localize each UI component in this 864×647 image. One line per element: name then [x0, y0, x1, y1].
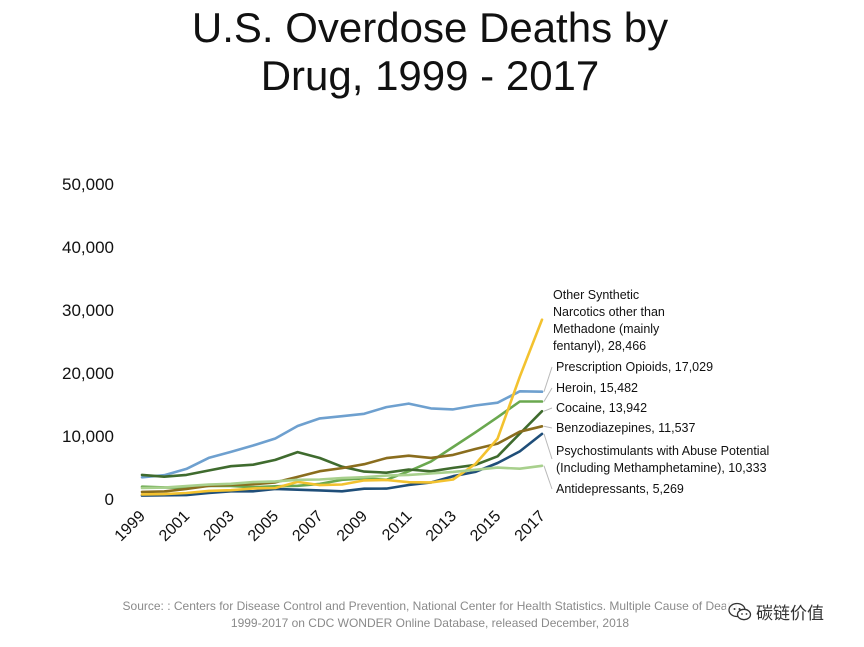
series-line [140, 432, 544, 497]
watermark: 碳链价值 [726, 599, 826, 624]
series-label: Prescription Opioids, 17,029 [556, 360, 713, 374]
chart-title-line-2: Drug, 1999 - 2017 [260, 52, 600, 99]
y-tick-label: 10,000 [62, 427, 114, 446]
label-connectors [543, 366, 553, 490]
y-axis: 0 10,000 20,000 30,000 40,000 50,000 [62, 175, 114, 509]
y-tick-label: 20,000 [62, 364, 114, 383]
y-tick-label: 0 [105, 490, 114, 509]
label-connector [543, 387, 553, 402]
series-label: Antidepressants, 5,269 [556, 482, 684, 496]
x-tick-label: 2015 [467, 508, 504, 545]
label-connector [543, 407, 553, 412]
source-line-1: Source: : Centers for Disease Control an… [122, 599, 738, 613]
x-tick-label: 2007 [289, 508, 326, 545]
x-tick-label: 2001 [156, 508, 193, 545]
chart-title: U.S. Overdose Deaths by Drug, 1999 - 201… [0, 4, 860, 100]
wechat-icon [728, 602, 752, 620]
series-line [140, 318, 544, 496]
y-tick-label: 30,000 [62, 301, 114, 320]
series-label: Other Synthetic Narcotics other than Metha… [553, 288, 665, 353]
y-tick-label: 40,000 [62, 238, 114, 257]
series-line [140, 400, 544, 490]
series-line [140, 389, 544, 479]
series-line [140, 424, 544, 494]
series-label: Heroin, 15,482 [556, 381, 638, 395]
series-line [140, 464, 544, 490]
y-tick-label: 50,000 [62, 175, 114, 194]
x-tick-label: 2003 [201, 508, 238, 545]
x-tick-label: 2013 [423, 508, 460, 545]
series-labels: Prescription Opioids, 17,029 Heroin, 15,4… [553, 288, 769, 496]
source-line-2: 1999-2017 on CDC WONDER Online Database,… [230, 616, 630, 630]
x-tick-label: 2005 [245, 508, 282, 545]
chart-title-line-1: U.S. Overdose Deaths by [191, 4, 669, 51]
x-axis: 1999 2001 2003 2005 2007 2009 2011 2013 2015 2017 [112, 508, 549, 545]
label-connector [543, 425, 553, 429]
label-connector [543, 465, 553, 490]
x-tick-label: 2011 [379, 508, 415, 544]
x-tick-label: 1999 [112, 508, 149, 545]
series-label: Benzodiazepines, 11,537 [556, 421, 696, 435]
x-tick-label: 2017 [512, 508, 549, 545]
series-label: Psychostimulants with Abuse Potential (In… [556, 444, 769, 475]
label-connector [543, 433, 553, 460]
watermark-text: 碳链价值 [756, 604, 824, 624]
series-label: Cocaine, 13,942 [556, 401, 647, 415]
series-lines [140, 318, 544, 497]
label-connector [543, 366, 553, 392]
source-note: Source: : Centers for Disease Control an… [60, 598, 800, 632]
x-tick-label: 2009 [334, 508, 371, 545]
